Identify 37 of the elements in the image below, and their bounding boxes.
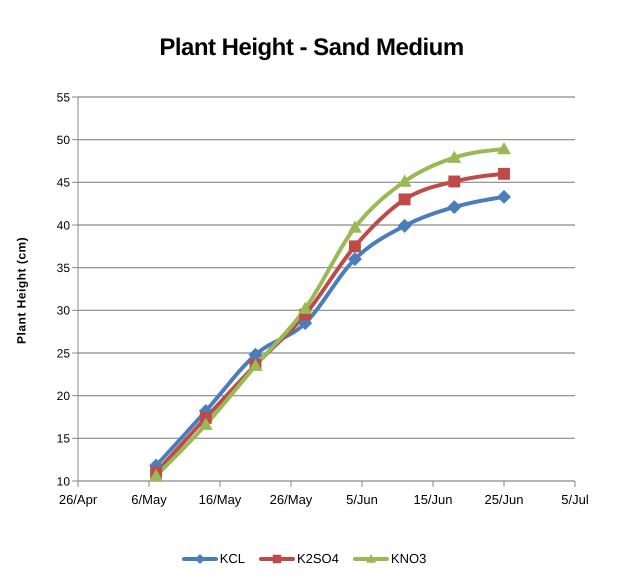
y-tick-label: 15	[56, 432, 70, 446]
y-tick-label: 25	[56, 346, 70, 360]
legend-label: K2SO4	[296, 551, 339, 566]
y-tick-label: 45	[56, 176, 70, 190]
point	[398, 218, 412, 233]
point	[448, 176, 460, 188]
point	[198, 418, 213, 430]
y-tick-label: 30	[56, 304, 70, 318]
point	[497, 190, 511, 204]
x-tick-label: 5/Jun	[346, 492, 378, 508]
y-tick-label: 50	[56, 132, 70, 147]
x-tick-label: 6/May	[131, 492, 168, 508]
chart-title: Plant Height - Sand Medium	[158, 33, 465, 63]
x-tick-label: 15/Jun	[413, 492, 453, 508]
legend-label: KNO3	[390, 551, 426, 566]
point	[298, 302, 312, 314]
x-tick-label: 16/May	[198, 492, 242, 508]
y-tick-label: 55	[56, 90, 70, 104]
y-tick-label: 10	[56, 474, 70, 488]
y-tick-label: 40	[56, 218, 70, 232]
point	[398, 193, 411, 206]
x-tick-label: 26/Apr	[58, 492, 98, 508]
point	[498, 168, 510, 180]
legend-label: KCL	[220, 551, 245, 566]
point	[348, 240, 361, 252]
point	[497, 142, 511, 154]
point	[149, 468, 164, 481]
y-axis-title: Plant Height (cm)	[14, 236, 28, 344]
point	[348, 252, 362, 266]
point	[447, 150, 462, 163]
x-tick-label: 5/Jul	[561, 492, 589, 508]
y-tick-label: 35	[56, 260, 70, 275]
point	[447, 200, 462, 214]
x-tick-label: 26/May	[270, 492, 313, 508]
point	[348, 220, 362, 233]
y-tick-label: 20	[56, 388, 70, 403]
x-tick-label: 25/Jun	[484, 492, 524, 508]
